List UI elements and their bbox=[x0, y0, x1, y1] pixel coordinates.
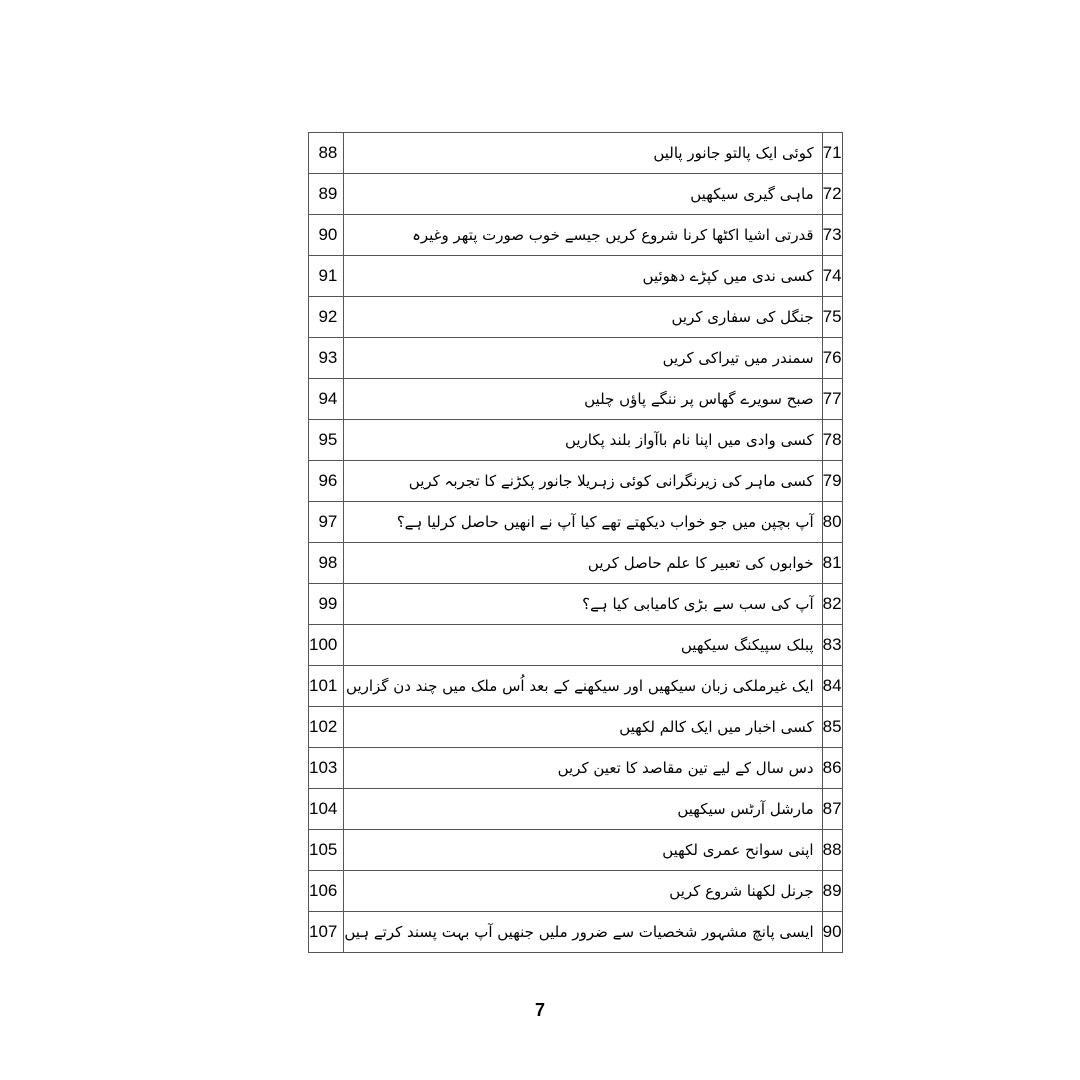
item-text: کسی وادی میں اپنا نام باآواز بلند پکاریں bbox=[343, 419, 823, 461]
item-text: کسی اخبار میں ایک کالم لکھیں bbox=[343, 706, 823, 748]
item-number: 71 bbox=[821, 132, 843, 174]
item-number: 90 bbox=[821, 911, 843, 953]
page-ref: 100 bbox=[307, 624, 345, 666]
item-number: 74 bbox=[821, 255, 843, 297]
table-row: 95 کسی وادی میں اپنا نام باآواز بلند پکار… bbox=[307, 419, 843, 461]
item-number: 88 bbox=[821, 829, 843, 871]
item-text: سمندر میں تیراکی کریں bbox=[343, 337, 823, 379]
table-row: 104 مارشل آرٹس سیکھیں 87 bbox=[307, 788, 843, 830]
item-text: دس سال کے لیے تین مقاصد کا تعین کریں bbox=[343, 747, 823, 789]
page-ref: 97 bbox=[307, 501, 345, 543]
page-ref: 95 bbox=[307, 419, 345, 461]
item-number: 76 bbox=[821, 337, 843, 379]
table-row: 101 ایک غیرملکی زبان سیکھیں اور سیکھنے کے… bbox=[307, 665, 843, 707]
item-number: 73 bbox=[821, 214, 843, 256]
page-ref: 96 bbox=[307, 460, 345, 502]
page-ref: 90 bbox=[307, 214, 345, 256]
page-ref: 103 bbox=[307, 747, 345, 789]
item-text: قدرتی اشیا اکٹھا کرنا شروع کریں جیسے خوب… bbox=[343, 214, 823, 256]
page-ref: 93 bbox=[307, 337, 345, 379]
item-number: 77 bbox=[821, 378, 843, 420]
item-text: خوابوں کی تعبیر کا علم حاصل کریں bbox=[343, 542, 823, 584]
table-row: 90 قدرتی اشیا اکٹھا کرنا شروع کریں جیسے خ… bbox=[307, 214, 843, 256]
page-ref: 99 bbox=[307, 583, 345, 625]
item-text: ایک غیرملکی زبان سیکھیں اور سیکھنے کے بع… bbox=[343, 665, 823, 707]
page-ref: 107 bbox=[307, 911, 345, 953]
item-text: مارشل آرٹس سیکھیں bbox=[343, 788, 823, 830]
page-ref: 89 bbox=[307, 173, 345, 215]
item-text: پبلک سپیکنگ سیکھیں bbox=[343, 624, 823, 666]
table-row: 94 صبح سویرے گھاس پر ننگے پاؤں چلیں 77 bbox=[307, 378, 843, 420]
page-ref: 94 bbox=[307, 378, 345, 420]
item-number: 85 bbox=[821, 706, 843, 748]
table-row: 105 اپنی سوانح عمری لکھیں 88 bbox=[307, 829, 843, 871]
table-row: 106 جرنل لکھنا شروع کریں 89 bbox=[307, 870, 843, 912]
table-row: 96 کسی ماہر کی زیرنگرانی کوئی زہریلا جانو… bbox=[307, 460, 843, 502]
item-text: کوئی ایک پالتو جانور پالیں bbox=[343, 132, 823, 174]
item-number: 83 bbox=[821, 624, 843, 666]
item-text: ایسی پانچ مشہور شخصیات سے ضرور ملیں جنھی… bbox=[343, 911, 823, 953]
item-text: ماہی گیری سیکھیں bbox=[343, 173, 823, 215]
table-row: 88 کوئی ایک پالتو جانور پالیں 71 bbox=[307, 132, 843, 174]
page-ref: 104 bbox=[307, 788, 345, 830]
item-text: اپنی سوانح عمری لکھیں bbox=[343, 829, 823, 871]
page-ref: 91 bbox=[307, 255, 345, 297]
table-row: 107 ایسی پانچ مشہور شخصیات سے ضرور ملیں ج… bbox=[307, 911, 843, 953]
item-text: صبح سویرے گھاس پر ننگے پاؤں چلیں bbox=[343, 378, 823, 420]
page-ref: 102 bbox=[307, 706, 345, 748]
table-row: 91 کسی ندی میں کپڑے دھوئیں 74 bbox=[307, 255, 843, 297]
item-text: آپ بچپن میں جو خواب دیکھتے تھے کیا آپ نے… bbox=[343, 501, 823, 543]
item-number: 80 bbox=[821, 501, 843, 543]
page-ref: 98 bbox=[307, 542, 345, 584]
item-number: 81 bbox=[821, 542, 843, 584]
item-text: کسی ماہر کی زیرنگرانی کوئی زہریلا جانور … bbox=[343, 460, 823, 502]
item-number: 86 bbox=[821, 747, 843, 789]
item-text: آپ کی سب سے بڑی کامیابی کیا ہے؟ bbox=[343, 583, 823, 625]
page-ref: 106 bbox=[307, 870, 345, 912]
table-row: 97 آپ بچپن میں جو خواب دیکھتے تھے کیا آپ … bbox=[307, 501, 843, 543]
table-row: 98 خوابوں کی تعبیر کا علم حاصل کریں 81 bbox=[307, 542, 843, 584]
table-row: 103 دس سال کے لیے تین مقاصد کا تعین کریں 8… bbox=[307, 747, 843, 789]
table-row: 102 کسی اخبار میں ایک کالم لکھیں 85 bbox=[307, 706, 843, 748]
item-number: 87 bbox=[821, 788, 843, 830]
table-row: 92 جنگل کی سفاری کریں 75 bbox=[307, 296, 843, 338]
item-text: جرنل لکھنا شروع کریں bbox=[343, 870, 823, 912]
table-row: 89 ماہی گیری سیکھیں 72 bbox=[307, 173, 843, 215]
page-ref: 101 bbox=[307, 665, 345, 707]
table-row: 100 پبلک سپیکنگ سیکھیں 83 bbox=[307, 624, 843, 666]
table-row: 93 سمندر میں تیراکی کریں 76 bbox=[307, 337, 843, 379]
item-text: جنگل کی سفاری کریں bbox=[343, 296, 823, 338]
page-ref: 88 bbox=[307, 132, 345, 174]
page-ref: 105 bbox=[307, 829, 345, 871]
item-text: کسی ندی میں کپڑے دھوئیں bbox=[343, 255, 823, 297]
page-number: 7 bbox=[534, 1000, 545, 1020]
item-number: 78 bbox=[821, 419, 843, 461]
item-number: 82 bbox=[821, 583, 843, 625]
item-number: 72 bbox=[821, 173, 843, 215]
table-row: 99 آپ کی سب سے بڑی کامیابی کیا ہے؟ 82 bbox=[307, 583, 843, 625]
item-number: 79 bbox=[821, 460, 843, 502]
item-number: 75 bbox=[821, 296, 843, 338]
page-ref: 92 bbox=[307, 296, 345, 338]
item-number: 89 bbox=[821, 870, 843, 912]
contents-table: 88 کوئی ایک پالتو جانور پالیں 71 89 ماہی گیر… bbox=[307, 132, 843, 953]
item-number: 84 bbox=[821, 665, 843, 707]
